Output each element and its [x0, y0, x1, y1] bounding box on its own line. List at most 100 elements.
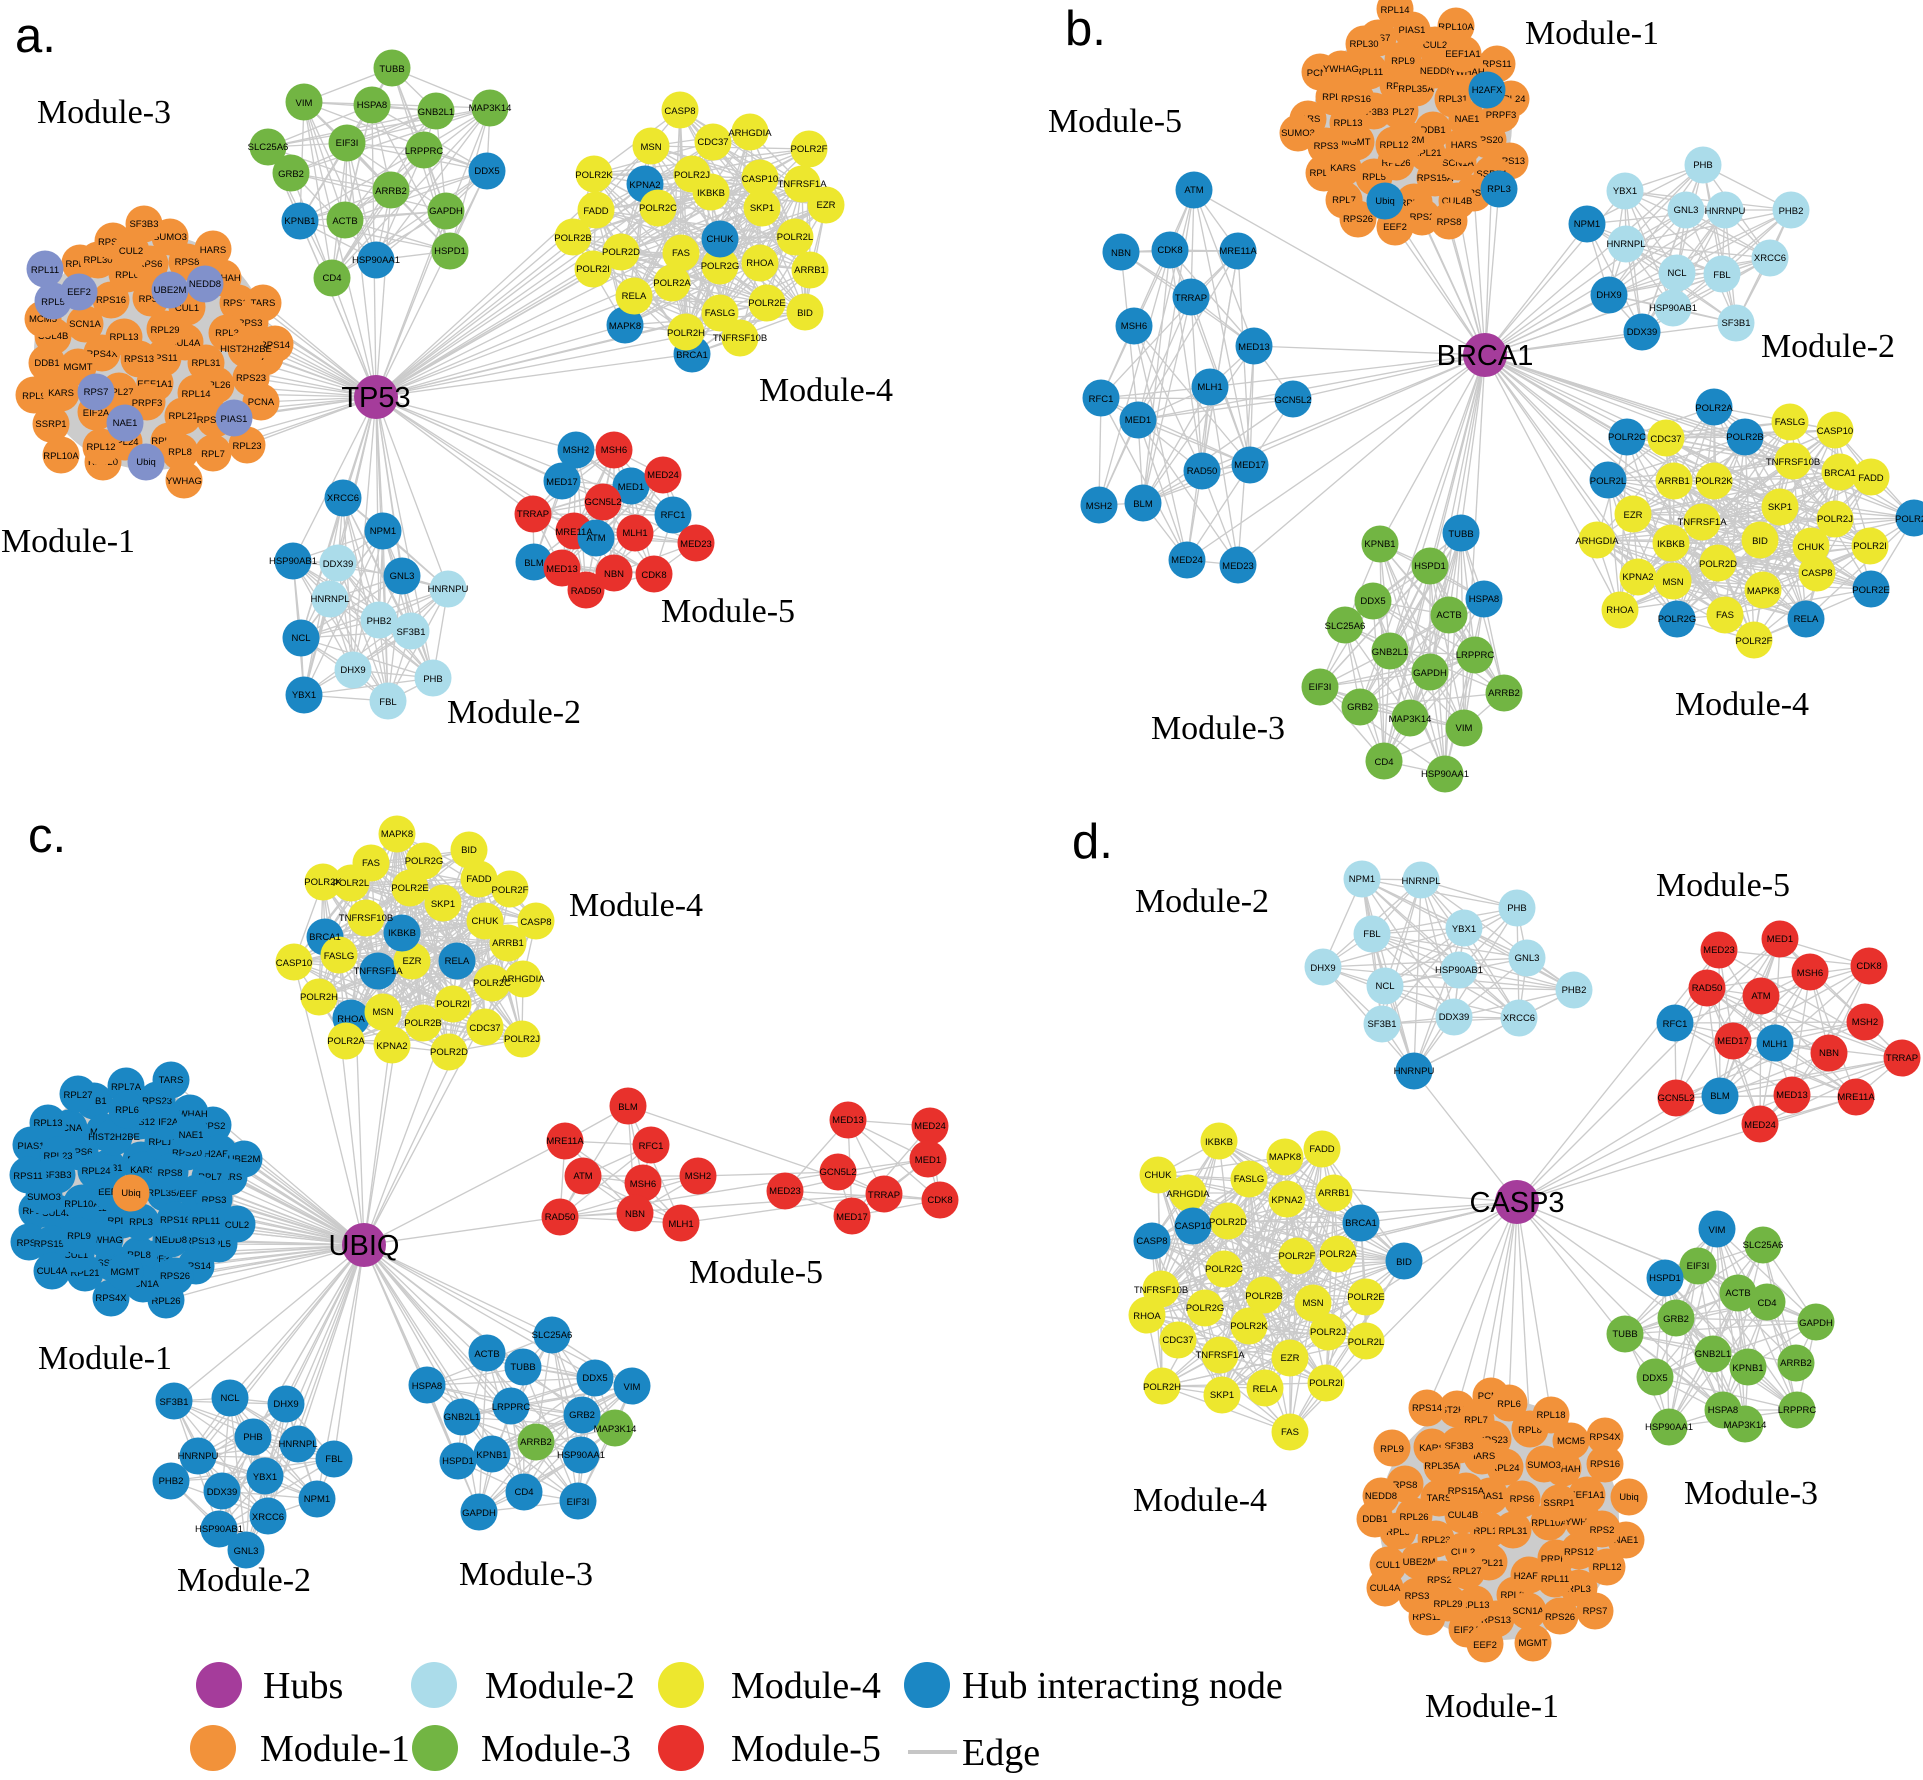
svg-text:GNB2L1: GNB2L1 [1372, 647, 1408, 658]
svg-text:DHX9: DHX9 [273, 1399, 298, 1410]
svg-text:DDX5: DDX5 [1360, 596, 1385, 607]
svg-text:FBL: FBL [325, 1454, 342, 1465]
svg-text:MED23: MED23 [1222, 561, 1254, 572]
svg-text:YWHAG: YWHAG [1323, 64, 1359, 75]
svg-text:RHOA: RHOA [1133, 1311, 1161, 1322]
svg-text:ACTB: ACTB [1725, 1288, 1750, 1299]
svg-text:NPM1: NPM1 [370, 526, 396, 537]
svg-text:SSRP1: SSRP1 [1543, 1498, 1574, 1509]
svg-text:RPS12: RPS12 [1564, 1547, 1594, 1558]
svg-text:NAE1: NAE1 [113, 418, 138, 429]
svg-text:PHB2: PHB2 [1779, 206, 1804, 217]
svg-text:POLR2F: POLR2F [492, 885, 529, 896]
svg-text:POLR2D: POLR2D [1209, 1217, 1247, 1228]
svg-text:ARRB2: ARRB2 [520, 1437, 552, 1448]
svg-text:HNRNPU: HNRNPU [1705, 206, 1746, 217]
svg-text:Module-5: Module-5 [731, 1728, 881, 1770]
svg-text:MGMT: MGMT [63, 362, 92, 373]
svg-text:POLR2L: POLR2L [1590, 476, 1626, 487]
svg-text:Ubiq: Ubiq [136, 457, 156, 468]
svg-text:RPL11: RPL11 [1541, 1574, 1569, 1585]
svg-text:MED23: MED23 [769, 1186, 801, 1197]
svg-text:LRPPRC: LRPPRC [1778, 1405, 1817, 1416]
svg-text:TNFRSF1A: TNFRSF1A [1677, 517, 1727, 528]
svg-text:EZR: EZR [1624, 510, 1643, 521]
svg-text:PIAS1: PIAS1 [1399, 25, 1426, 36]
svg-text:POLR2F: POLR2F [791, 144, 828, 155]
svg-text:Module-5: Module-5 [1656, 867, 1790, 904]
svg-text:MED13: MED13 [832, 1115, 864, 1126]
svg-text:TARS: TARS [159, 1075, 184, 1086]
svg-text:MSN: MSN [1302, 1298, 1323, 1309]
svg-text:CDC37: CDC37 [697, 137, 728, 148]
svg-text:GNL3: GNL3 [234, 1546, 259, 1557]
svg-text:FAS: FAS [362, 858, 380, 869]
svg-text:VIM: VIM [624, 1382, 641, 1393]
svg-text:MRE11A: MRE11A [546, 1136, 584, 1147]
svg-text:NBN: NBN [625, 1209, 645, 1220]
svg-text:DHX9: DHX9 [340, 665, 365, 676]
svg-text:Ubiq: Ubiq [1375, 196, 1395, 207]
svg-text:SKP1: SKP1 [750, 203, 774, 214]
svg-text:CDC37: CDC37 [1162, 1335, 1193, 1346]
svg-text:POLR2C: POLR2C [639, 203, 677, 214]
svg-text:POLR2K: POLR2K [1695, 476, 1733, 487]
svg-text:CUL2: CUL2 [119, 246, 143, 257]
svg-text:POLR2I: POLR2I [1853, 541, 1887, 552]
svg-text:MRE11A: MRE11A [1219, 246, 1257, 257]
svg-text:RPS26: RPS26 [1343, 214, 1373, 225]
svg-text:DDX5: DDX5 [474, 166, 499, 177]
svg-text:VIM: VIM [296, 98, 313, 109]
svg-text:KPNB1: KPNB1 [1364, 539, 1395, 550]
svg-text:POLR2E: POLR2E [748, 298, 786, 309]
svg-text:BID: BID [1752, 536, 1768, 547]
svg-text:MAP3K14: MAP3K14 [594, 1424, 637, 1435]
svg-text:BRCA1: BRCA1 [676, 350, 708, 361]
svg-text:EZR: EZR [403, 956, 422, 967]
svg-text:RPL26: RPL26 [1399, 1512, 1428, 1523]
svg-text:RPL8: RPL8 [168, 447, 192, 458]
svg-text:RPL27: RPL27 [63, 1090, 92, 1101]
svg-text:HSP90AB1: HSP90AB1 [1649, 303, 1697, 314]
svg-text:MLH1: MLH1 [622, 528, 647, 539]
svg-text:HNRNPL: HNRNPL [278, 1439, 317, 1450]
svg-text:POLR2H: POLR2H [667, 328, 705, 339]
svg-text:POLR2E: POLR2E [1852, 585, 1890, 596]
svg-text:RPS15A: RPS15A [1448, 1486, 1485, 1497]
svg-text:KPNA2: KPNA2 [1271, 1195, 1302, 1206]
svg-text:SLC25A6: SLC25A6 [1743, 1240, 1784, 1251]
svg-text:SKP1: SKP1 [1768, 502, 1792, 513]
svg-text:MSN: MSN [640, 142, 661, 153]
svg-text:POLR2D: POLR2D [430, 1047, 468, 1058]
svg-text:CHUK: CHUK [1145, 1170, 1173, 1181]
svg-text:GCN5L2: GCN5L2 [585, 497, 622, 508]
svg-text:EIF3I: EIF3I [567, 1497, 590, 1508]
svg-text:HSPA8: HSPA8 [357, 100, 387, 111]
svg-text:a.: a. [15, 9, 56, 63]
svg-text:RPS16: RPS16 [1341, 94, 1371, 105]
svg-text:ARRB1: ARRB1 [794, 265, 826, 276]
svg-text:RPL29: RPL29 [1433, 1599, 1462, 1610]
svg-text:MSH6: MSH6 [1797, 968, 1823, 979]
svg-text:SKP1: SKP1 [1210, 1390, 1234, 1401]
svg-text:IKBKB: IKBKB [697, 188, 725, 199]
svg-text:Module-1: Module-1 [1525, 15, 1659, 52]
svg-text:POLR2I: POLR2I [436, 999, 470, 1010]
svg-text:CASP3: CASP3 [1469, 1187, 1564, 1219]
svg-text:POLR2J: POLR2J [1817, 514, 1853, 525]
svg-text:Hubs: Hubs [263, 1665, 343, 1707]
svg-text:Module-3: Module-3 [481, 1728, 631, 1770]
svg-text:RPL12: RPL12 [1379, 140, 1408, 151]
svg-text:CASP10: CASP10 [742, 174, 778, 185]
svg-text:GAPDH: GAPDH [1413, 668, 1447, 679]
svg-text:RPL13: RPL13 [33, 1118, 62, 1129]
svg-text:MSH2: MSH2 [1086, 501, 1112, 512]
svg-text:GNB2L1: GNB2L1 [1695, 1349, 1731, 1360]
svg-text:POLR2G: POLR2G [405, 856, 444, 867]
svg-text:MED23: MED23 [680, 539, 712, 550]
svg-text:HSP90AB1: HSP90AB1 [1435, 965, 1483, 976]
svg-text:HARS: HARS [1451, 140, 1477, 151]
svg-text:RPL9: RPL9 [1380, 1444, 1404, 1455]
svg-text:TUBB: TUBB [1612, 1329, 1637, 1340]
svg-text:TNFRSF10B: TNFRSF10B [713, 333, 767, 344]
